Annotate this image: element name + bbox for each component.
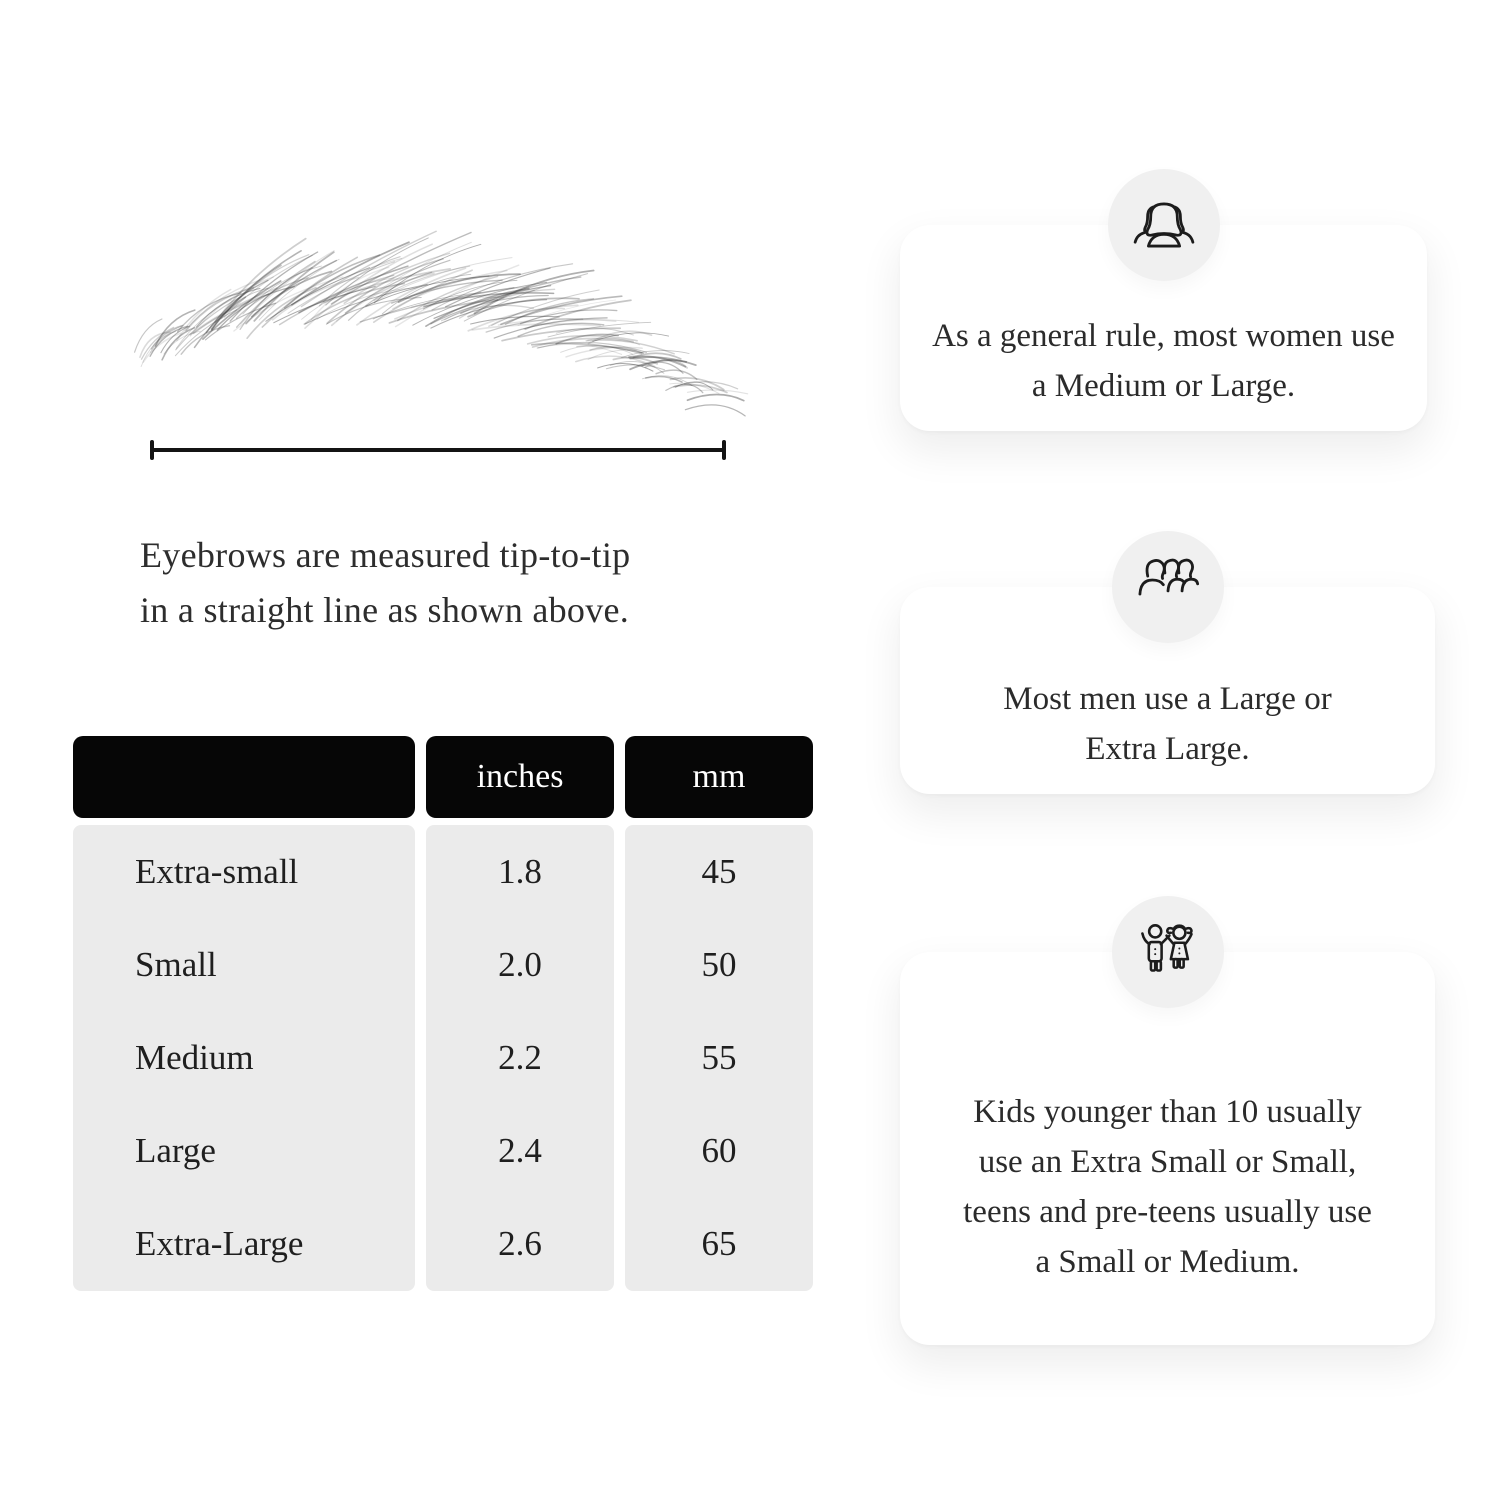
size-label-cell: Small (135, 945, 217, 984)
eyebrow-illustration (134, 230, 749, 417)
women-group-icon (1107, 169, 1220, 281)
mm-value-cell: 60 (701, 1131, 737, 1170)
size-label-cell: Extra-Large (135, 1224, 304, 1263)
inches-value-cell: 2.4 (498, 1131, 542, 1170)
measurement-line (150, 440, 726, 460)
inches-value-cell: 1.8 (498, 852, 542, 891)
ruler-right-tick (722, 440, 726, 460)
size-label-cell: Large (135, 1131, 216, 1170)
size-chart-table: inches mm Extra-small Small Medium Large… (73, 736, 813, 1291)
size-label-column: Extra-small Small Medium Large Extra-Lar… (73, 825, 415, 1291)
men-group-icon (1111, 531, 1224, 643)
kids-sizing-card: Kids younger than 10 usually use an Extr… (900, 896, 1435, 1345)
men-sizing-card: Most men use a Large or Extra Large. (900, 531, 1435, 794)
men-card-text: Most men use a Large or Extra Large. (1003, 680, 1332, 767)
mm-value-cell: 55 (701, 1038, 737, 1077)
mm-value-cell: 45 (701, 852, 737, 891)
ruler-bar (150, 448, 726, 452)
table-header-inches: inches (426, 736, 614, 818)
women-sizing-card: As a general rule, most women use a Medi… (900, 169, 1427, 431)
women-card-text: As a general rule, most women use a Medi… (932, 318, 1395, 404)
inches-value-cell: 2.6 (498, 1224, 542, 1263)
inches-value-cell: 2.2 (498, 1038, 542, 1077)
size-label-cell: Extra-small (135, 852, 299, 891)
inches-column: 1.8 2.0 2.2 2.4 2.6 (426, 825, 614, 1291)
mm-value-cell: 50 (701, 945, 737, 984)
table-header-size (73, 736, 415, 818)
mm-column: 45 50 55 60 65 (625, 825, 813, 1291)
measurement-caption-line2: in a straight line as shown above. (140, 590, 630, 630)
kids-card-text: Kids younger than 10 usually use an Extr… (963, 1093, 1372, 1280)
kids-icon (1111, 896, 1224, 1008)
measurement-caption-line1: Eyebrows are measured tip-to-tip (140, 535, 631, 575)
mm-value-cell: 65 (701, 1224, 737, 1263)
size-label-cell: Medium (135, 1038, 254, 1077)
measurement-caption: Eyebrows are measured tip-to-tip in a st… (140, 528, 630, 638)
inches-value-cell: 2.0 (498, 945, 542, 984)
table-header-mm: mm (625, 736, 813, 818)
